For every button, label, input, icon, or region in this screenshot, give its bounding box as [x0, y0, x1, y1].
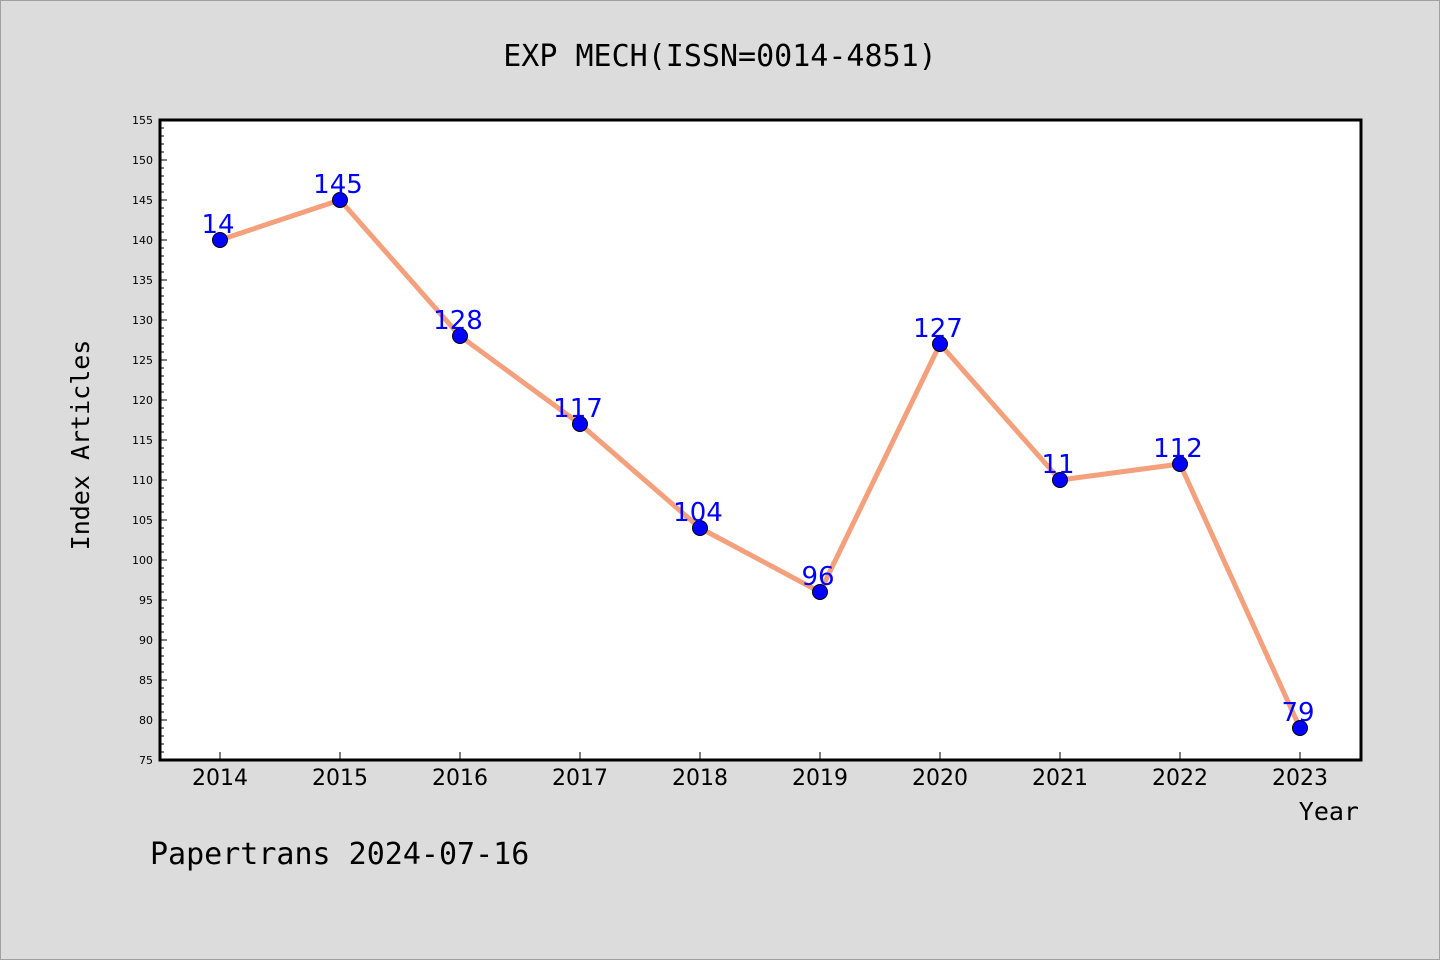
y-tick-label: 110 [132, 474, 153, 487]
y-axis: 75 80 85 90 95 100 105 110 115 120 125 130 135 140 145… [132, 114, 167, 767]
y-tick-label: 145 [132, 194, 153, 207]
plot-area [158, 118, 1363, 762]
data-label: 104 [673, 498, 723, 528]
x-tick-label: 2015 [312, 766, 368, 791]
x-axis: 2014 2015 2016 2017 2018 2019 2020 2021 2022 2023 [192, 752, 1328, 791]
footer-credit: Papertrans 2024-07-16 [150, 837, 529, 872]
data-label-group: 14 145 128 117 104 96 127 11 112 79 [201, 170, 1314, 728]
series-line-group [217, 197, 1303, 731]
data-point [812, 584, 828, 600]
data-point [692, 520, 708, 536]
y-tick-label: 100 [132, 554, 153, 567]
data-point [932, 336, 948, 352]
x-tick-label: 2020 [912, 766, 968, 791]
data-point [212, 232, 228, 248]
x-tick-label: 2014 [192, 766, 248, 791]
data-label: 11 [1041, 450, 1074, 480]
series-line-segment [817, 341, 943, 595]
series-line-segment [697, 525, 823, 595]
data-label: 145 [313, 170, 363, 200]
y-tick-label: 105 [132, 514, 153, 527]
y-tick-label: 120 [132, 394, 153, 407]
data-label: 79 [1281, 698, 1314, 728]
data-label: 14 [201, 210, 234, 240]
series-line-segment [1057, 461, 1183, 483]
marker-group [212, 192, 1308, 736]
x-tick-label: 2018 [672, 766, 728, 791]
y-tick-label: 75 [139, 754, 153, 767]
series-line-segment [1177, 461, 1303, 731]
data-point [572, 416, 588, 432]
x-tick-label: 2019 [792, 766, 848, 791]
x-tick-label: 2023 [1272, 766, 1328, 791]
data-point [1172, 456, 1188, 472]
series-line-segment [457, 333, 583, 427]
y-tick-label: 115 [132, 434, 153, 447]
chart-title: EXP MECH(ISSN=0014-4851) [503, 39, 936, 74]
y-tick-label: 135 [132, 274, 153, 287]
series-line-segment [937, 341, 1063, 483]
data-point [332, 192, 348, 208]
data-label: 112 [1153, 434, 1203, 464]
y-axis-title: Index Articles [66, 340, 95, 551]
y-tick-label: 125 [132, 354, 153, 367]
x-tick-label: 2021 [1032, 766, 1088, 791]
series-line-segment [217, 197, 343, 243]
data-point [1052, 472, 1068, 488]
data-point [452, 328, 468, 344]
data-label: 128 [433, 306, 483, 336]
y-tick-label: 80 [139, 714, 153, 727]
y-tick-label: 140 [132, 234, 153, 247]
y-tick-label: 150 [132, 154, 153, 167]
x-tick-label: 2016 [432, 766, 488, 791]
y-tick-label: 95 [139, 594, 153, 607]
y-tick-label: 130 [132, 314, 153, 327]
series-line-segment [337, 197, 463, 339]
x-axis-title: Year [1299, 797, 1359, 826]
y-tick-label: 90 [139, 634, 153, 647]
data-label: 96 [801, 562, 834, 592]
data-point [1292, 720, 1308, 736]
data-label: 117 [553, 394, 603, 424]
data-label: 127 [913, 314, 963, 344]
series-line-segment [577, 421, 703, 531]
y-tick-label: 155 [132, 114, 153, 127]
x-tick-label: 2022 [1152, 766, 1208, 791]
y-tick-label: 85 [139, 674, 153, 687]
x-tick-label: 2017 [552, 766, 608, 791]
